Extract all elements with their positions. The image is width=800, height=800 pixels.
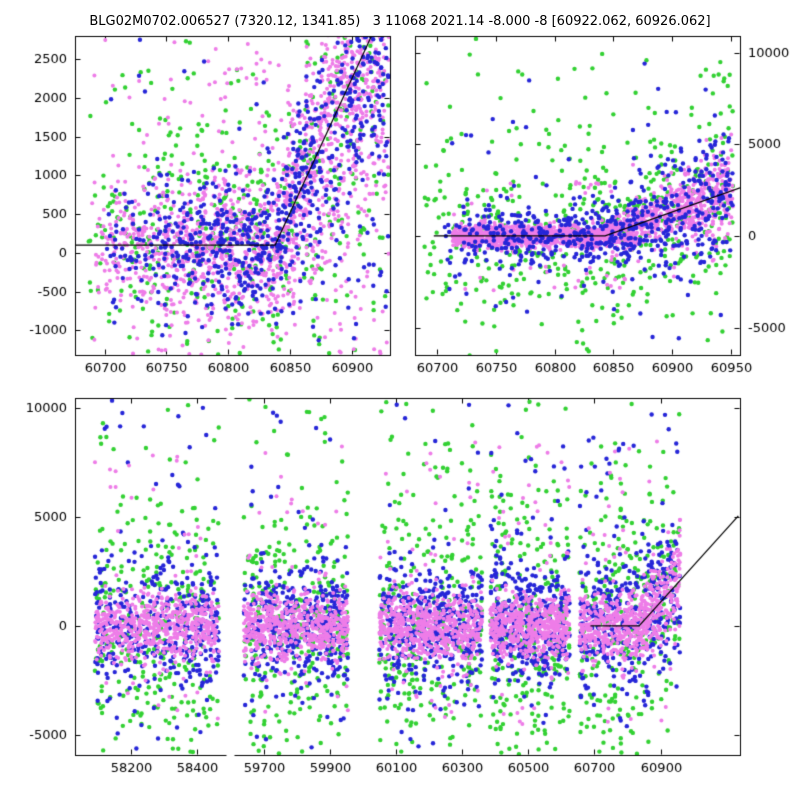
figure-title: BLG02M0702.006527 (7320.12, 1341.85) 3 1…	[89, 14, 711, 29]
